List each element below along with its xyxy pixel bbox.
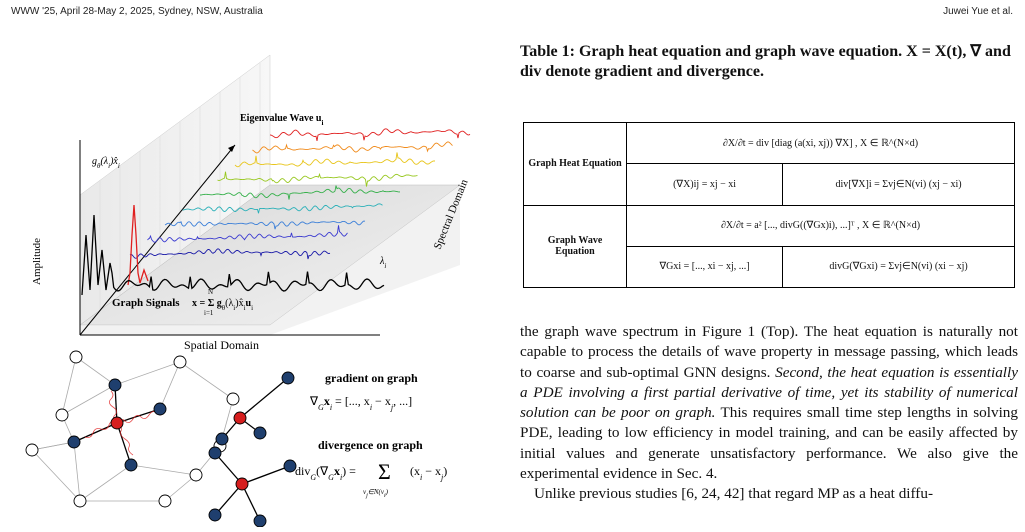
graph-node [67, 435, 81, 449]
eigenvalue-wave [147, 225, 348, 243]
graph-node [124, 458, 138, 472]
amplitude-label: Amplitude [31, 238, 43, 285]
eigenvalue-waves [129, 128, 471, 260]
gradient-formula: ∇Gxi = [..., xi − xj, ...] [309, 394, 412, 412]
graph-node [189, 468, 203, 482]
sum-lower: i=1 [204, 309, 214, 317]
edge-wave-4 [109, 390, 118, 424]
wave-label-cell: Graph Wave Equation [523, 204, 627, 288]
paragraph-text-1c: This requires small time step lengths in… [520, 404, 1018, 483]
graph-signal-curve [81, 214, 385, 296]
graph-node [25, 443, 39, 457]
divergence-title: divergence on graph [318, 438, 423, 452]
graph-node [108, 378, 122, 392]
graph-node [73, 494, 87, 508]
eigenvalue-wave [164, 220, 366, 230]
divergence-rhs: (xi − xj) [410, 464, 447, 482]
graph-node [55, 408, 69, 422]
spectral-axis-arrow [228, 145, 235, 152]
eigenvalue-wave [269, 128, 471, 141]
gradient-title: gradient on graph [325, 371, 418, 385]
divergence-sum: Σ [378, 459, 391, 484]
paragraph-text-1b: Second, the heat equation is essentially… [520, 363, 1018, 422]
heat-divergence-cell: div[∇X]i = Σvj∈N(vi) (xj − xi) [782, 163, 1015, 206]
wave-divergence-cell: divG(∇Gxi) = Σvj∈N(vi) (xi − xj) [782, 245, 1015, 289]
heat-main-equation: ∂X/∂t = div [diag (a(xi, xj)) ∇X] , X ∈ … [626, 121, 1015, 165]
spatial-plane [80, 185, 460, 335]
paragraph-text-1a: the graph wave spectrum in Figure 1 (Top… [520, 323, 1018, 381]
paragraph-text-2: Unlike previous studies [6, 24, 42] that… [534, 485, 934, 503]
graph-nodes [25, 350, 240, 508]
table-row: Graph Heat Equation ∂X/∂t = div [diag (a… [523, 121, 1015, 206]
running-header-venue: WWW '25, April 28-May 2, 2025, Sydney, N… [11, 6, 263, 17]
eigenvalue-wave [200, 185, 400, 200]
sum-upper: N [208, 288, 213, 296]
table-row: ∇Gxi = [..., xi − xj, ...] divG(∇Gxi) = … [524, 245, 1015, 289]
edge-wave-2 [84, 421, 118, 438]
graph-node [226, 392, 240, 406]
edge-wave-3 [116, 422, 134, 456]
graph-node-center [110, 416, 124, 430]
eigenvalue-wave-label: Eigenvalue Wave ui [240, 113, 324, 127]
eigenvalue-wave [217, 171, 418, 187]
spatial-domain-label: Spatial Domain [184, 338, 259, 352]
graph-node [69, 350, 83, 364]
wave-main-equation: ∂X/∂t = a² [..., divG((∇Gx)i), ...]ᵀ , X… [626, 204, 1015, 247]
graph-node [153, 402, 167, 416]
running-header-authors: Juwei Yue et al. [943, 6, 1013, 17]
graph-edges [31, 356, 234, 502]
graph-signals-label: Graph Signals [112, 297, 180, 309]
graph-node [158, 494, 172, 508]
table-row: Graph Wave Equation ∂X/∂t = a² [..., div… [523, 204, 1015, 288]
equation-table: Graph Heat Equation ∂X/∂t = div [diag (a… [523, 121, 1015, 289]
divergence-star [208, 446, 297, 527]
eigenvalue-wave [182, 203, 383, 214]
heat-gradient-cell: (∇X)ij = xj − xi [625, 163, 784, 206]
figure-1: Eigenvalue Wave ui gθ(λi)x̂i Amplitude S… [25, 54, 471, 527]
grid-lines [99, 63, 261, 310]
graph-node [173, 355, 187, 369]
wave-gradient-cell: ∇Gxi = [..., xi − xj, ...] [625, 245, 784, 289]
g-theta-label: gθ(λi)x̂i [92, 156, 120, 170]
table-caption: Table 1: Graph heat equation and graph w… [520, 43, 1011, 80]
eigenvalue-wave [234, 152, 436, 168]
divergence-formula: divG(∇Gxi) = [295, 464, 356, 482]
divergence-sum-sub: vj∈N(vi) [363, 488, 389, 499]
eigenvalue-wave [252, 141, 453, 154]
red-spectrum-curve [127, 204, 149, 286]
lambda-label: λi [379, 256, 386, 270]
body-text: the graph wave spectrum in Figure 1 (Top… [520, 322, 1018, 505]
graph-signals-formula: x = Σ gθ(λi)x̂iui [192, 298, 253, 312]
eigenvalue-wave [129, 248, 331, 260]
table-row: (∇X)ij = xj − xi div[∇X]i = Σvj∈N(vi) (x… [524, 163, 1015, 206]
heat-label-cell: Graph Heat Equation [523, 122, 627, 206]
gradient-star [215, 371, 295, 446]
